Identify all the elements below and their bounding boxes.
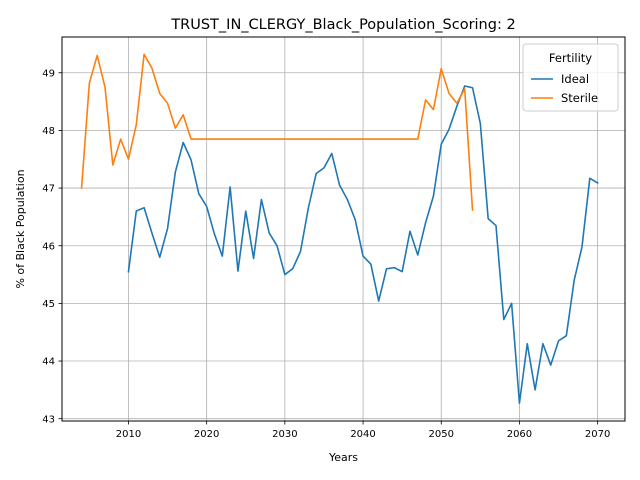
x-tick-label: 2030 bbox=[272, 429, 297, 440]
legend-label-sterile: Sterile bbox=[561, 91, 598, 105]
y-tick-label: 44 bbox=[42, 357, 55, 368]
legend: Fertility Ideal Sterile bbox=[522, 43, 619, 112]
y-tick-label: 45 bbox=[42, 299, 55, 310]
y-axis-label: % of Black Population bbox=[14, 169, 27, 288]
x-tick-label: 2040 bbox=[350, 429, 375, 440]
series-line-sterile bbox=[80, 53, 474, 211]
grid-lines bbox=[62, 37, 625, 421]
x-tick-label: 2070 bbox=[585, 429, 610, 440]
series-line-ideal bbox=[127, 85, 599, 404]
y-tick-label: 49 bbox=[42, 68, 55, 79]
legend-box bbox=[522, 43, 619, 112]
x-axis-label: Years bbox=[328, 451, 358, 464]
chart-title: TRUST_IN_CLERGY_Black_Population_Scoring… bbox=[170, 17, 515, 33]
y-tick-label: 48 bbox=[42, 126, 55, 137]
legend-title: Fertility bbox=[549, 51, 592, 65]
x-tick-label: 2050 bbox=[429, 429, 454, 440]
series-layer bbox=[80, 53, 599, 404]
y-tick-label: 43 bbox=[42, 414, 55, 425]
plot-frame bbox=[61, 36, 626, 422]
y-tick-label: 46 bbox=[42, 241, 55, 252]
x-tick-label: 2060 bbox=[507, 429, 532, 440]
x-tick-label: 2020 bbox=[194, 429, 219, 440]
y-axis: 43 44 45 46 47 48 49 bbox=[42, 68, 62, 425]
y-tick-label: 47 bbox=[42, 184, 55, 195]
legend-label-ideal: Ideal bbox=[561, 72, 589, 86]
x-tick-label: 2010 bbox=[116, 429, 141, 440]
x-axis: 2010 2020 2030 2040 2050 2060 2070 bbox=[116, 421, 610, 440]
